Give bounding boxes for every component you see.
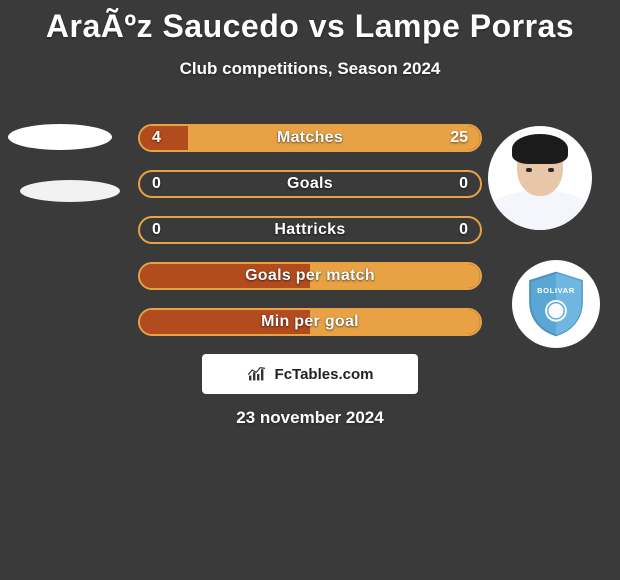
stat-value-right: 0 — [459, 218, 468, 242]
stat-bar: Min per goal — [138, 308, 482, 336]
stat-value-right: 25 — [450, 126, 468, 150]
stat-row: Min per goal — [138, 308, 482, 336]
stat-row: Hattricks0 0 — [138, 216, 482, 244]
stat-row: Matches4 25 — [138, 124, 482, 152]
brand-text: FcTables.com — [275, 366, 374, 383]
page-title: AraÃºz Saucedo vs Lampe Porras — [0, 0, 620, 45]
stat-label: Min per goal — [140, 310, 480, 334]
bolivar-shield-icon: BOLIVAR — [522, 270, 590, 338]
player2-avatar — [488, 126, 592, 230]
brand-badge: FcTables.com — [202, 354, 418, 394]
player2-club-badge: BOLIVAR — [512, 260, 600, 348]
stat-bar: Matches4 25 — [138, 124, 482, 152]
stat-row: Goals per match — [138, 262, 482, 290]
stat-label: Goals per match — [140, 264, 480, 288]
stat-value-right: 0 — [459, 172, 468, 196]
footer-date: 23 november 2024 — [0, 408, 620, 428]
stat-bar: Hattricks0 0 — [138, 216, 482, 244]
stat-value-left: 4 — [152, 126, 161, 150]
stat-label: Goals — [140, 172, 480, 196]
player1-avatar-placeholder — [8, 124, 112, 150]
player1-club-placeholder — [20, 180, 120, 202]
stat-row: Goals0 0 — [138, 170, 482, 198]
comparison-bars: Matches425Goals00Hattricks00Goals per ma… — [138, 124, 482, 354]
stat-label: Hattricks — [140, 218, 480, 242]
stat-label: Matches — [140, 126, 480, 150]
stat-bar: Goals0 0 — [138, 170, 482, 198]
club-name-text: BOLIVAR — [537, 286, 575, 295]
stat-value-left: 0 — [152, 172, 161, 196]
stat-value-left: 0 — [152, 218, 161, 242]
page-subtitle: Club competitions, Season 2024 — [0, 59, 620, 79]
stat-bar: Goals per match — [138, 262, 482, 290]
chart-icon — [247, 366, 267, 382]
